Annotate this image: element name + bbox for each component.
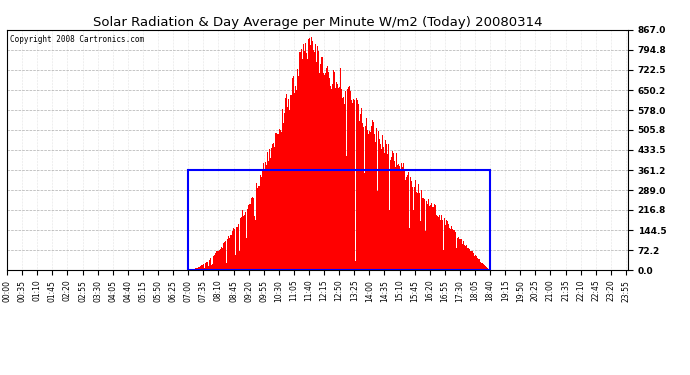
Text: Copyright 2008 Cartronics.com: Copyright 2008 Cartronics.com	[10, 35, 144, 44]
Title: Solar Radiation & Day Average per Minute W/m2 (Today) 20080314: Solar Radiation & Day Average per Minute…	[92, 16, 542, 29]
Bar	[188, 170, 491, 270]
